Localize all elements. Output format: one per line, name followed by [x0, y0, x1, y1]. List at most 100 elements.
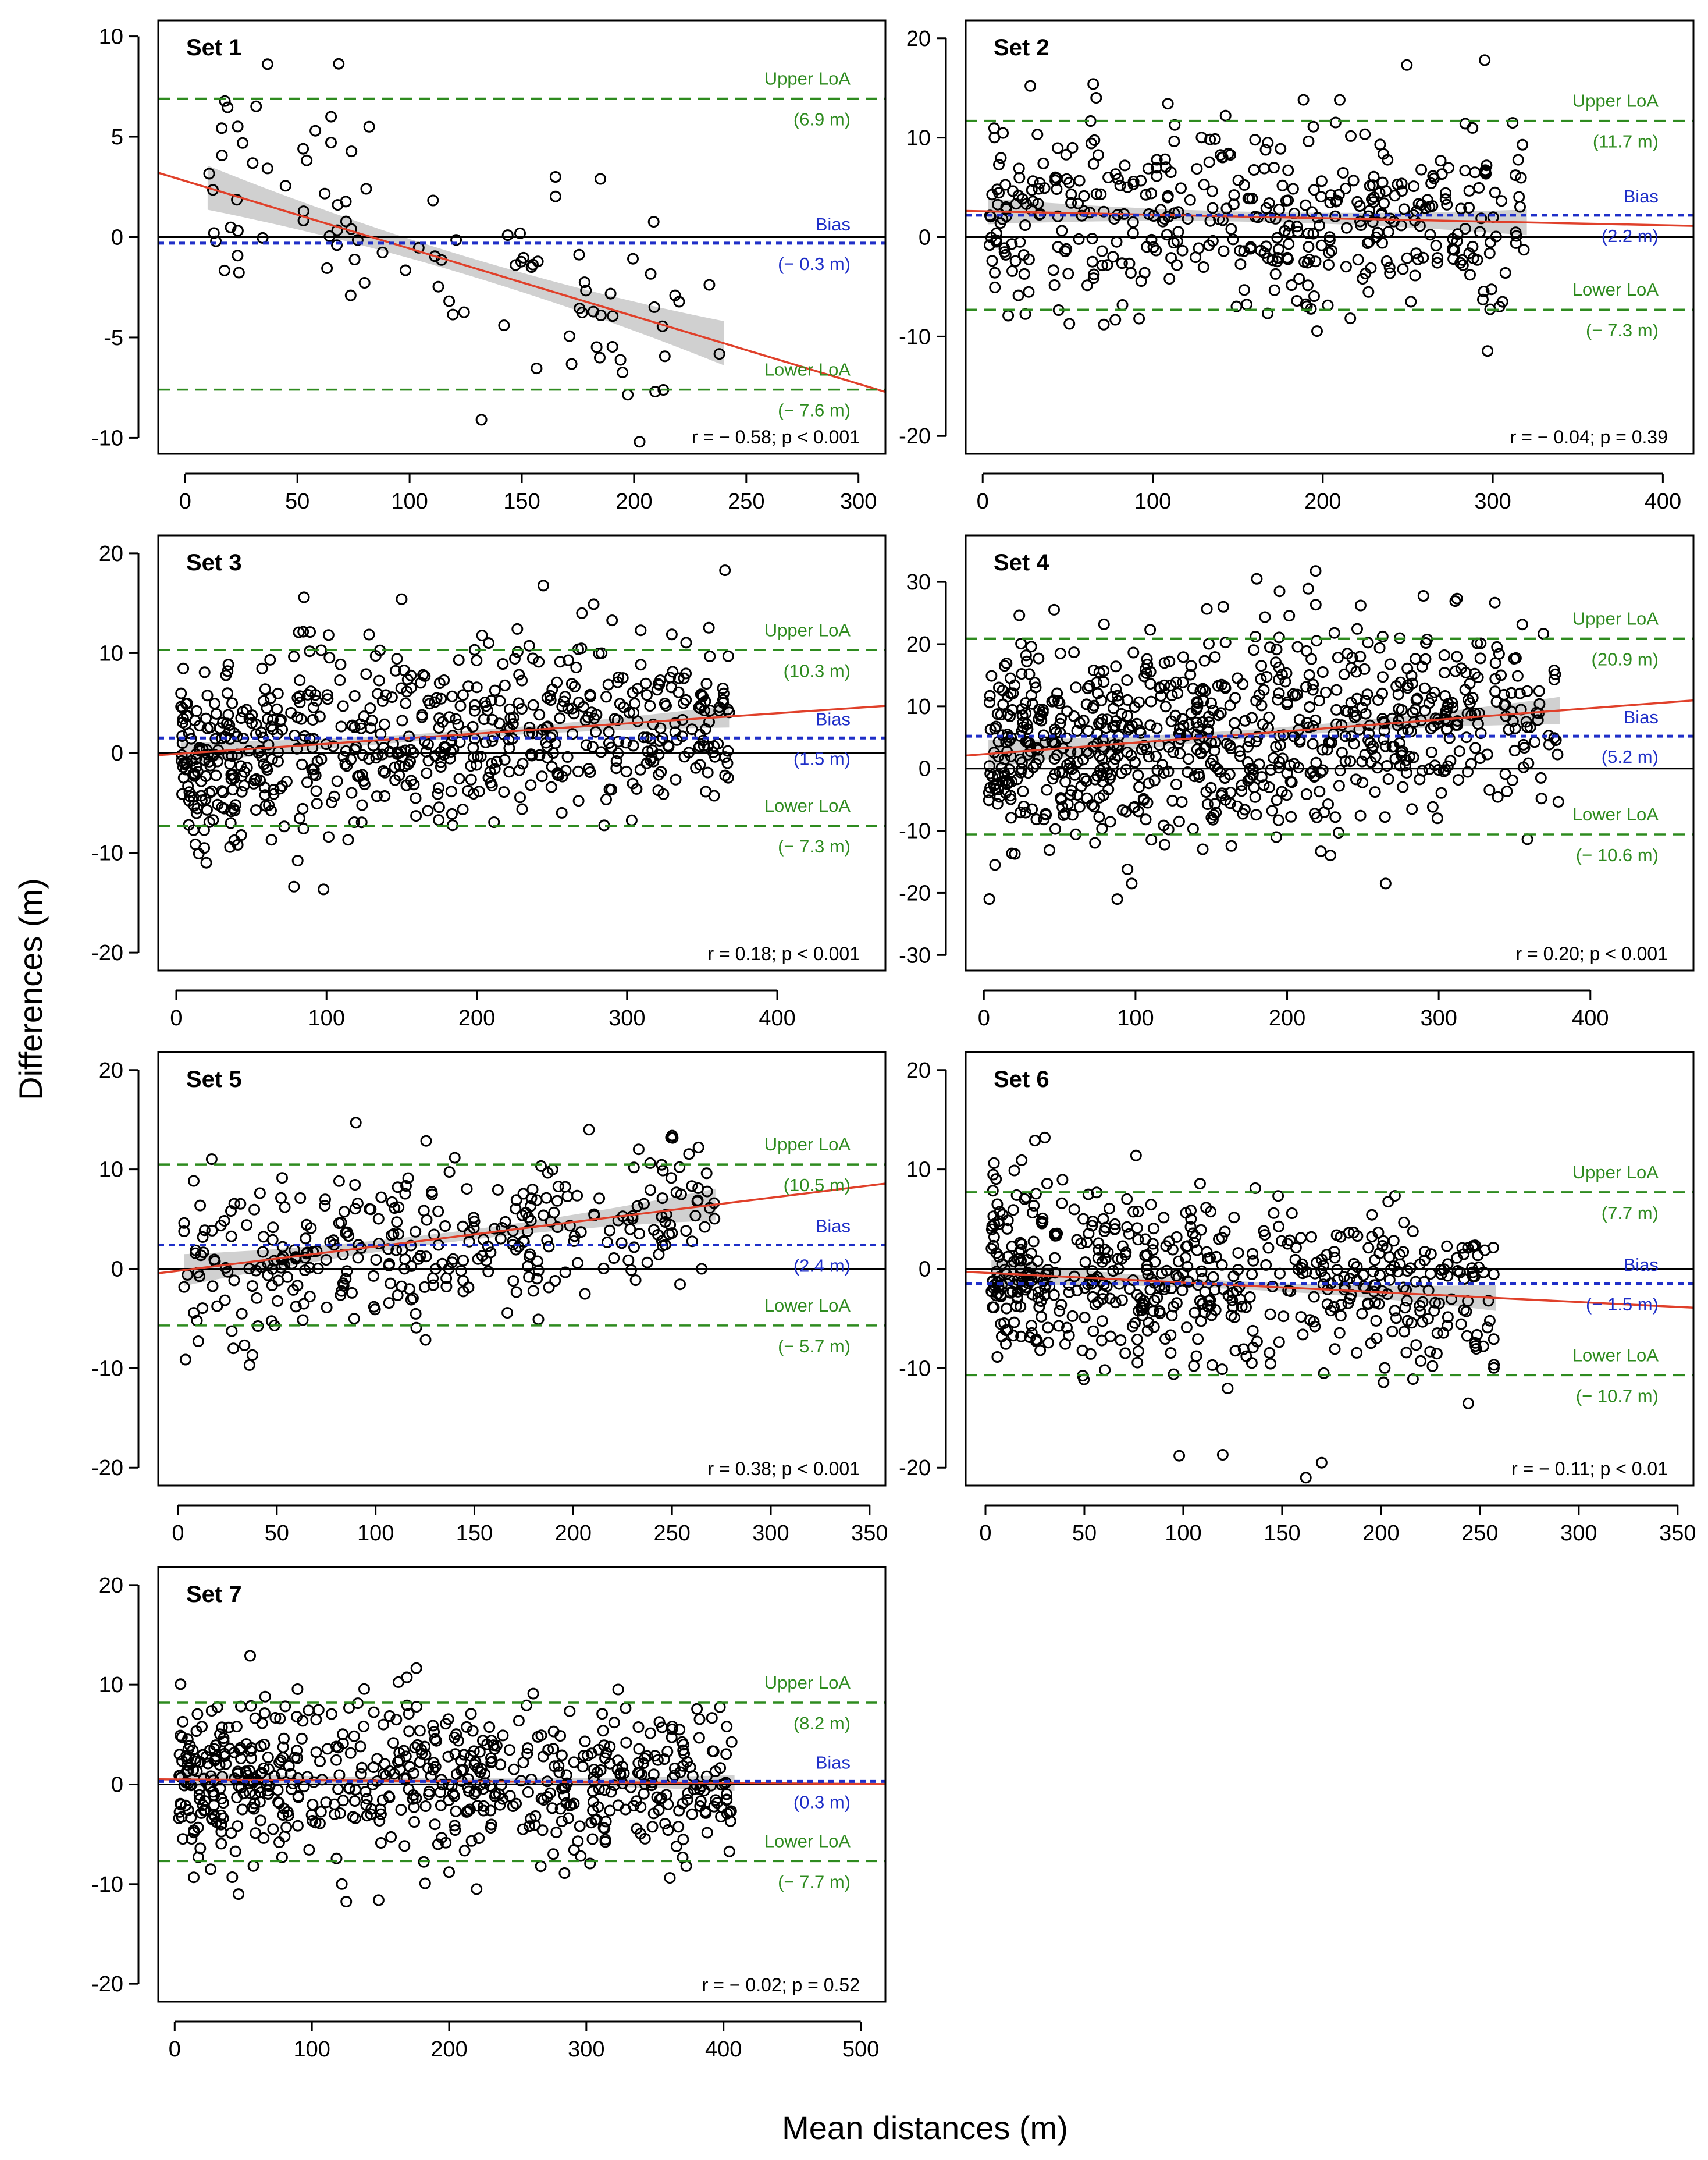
- data-point: [1323, 258, 1335, 271]
- data-point: [1234, 244, 1246, 257]
- data-point: [346, 787, 358, 799]
- data-point: [351, 1198, 364, 1210]
- data-point: [237, 1788, 250, 1800]
- data-point: [197, 1302, 209, 1315]
- data-point: [644, 700, 656, 712]
- data-point: [287, 1284, 300, 1296]
- data-point: [244, 1650, 256, 1662]
- data-point: [1450, 719, 1462, 731]
- data-point: [1400, 754, 1412, 766]
- data-point: [1114, 179, 1126, 191]
- data-point: [597, 1725, 609, 1737]
- data-point: [694, 729, 706, 741]
- data-point: [1021, 655, 1033, 667]
- data-point: [1249, 791, 1261, 803]
- data-point: [1159, 701, 1172, 713]
- data-point: [1351, 196, 1364, 208]
- data-point: [1425, 177, 1437, 189]
- data-point: [1347, 175, 1360, 187]
- data-point: [285, 707, 297, 719]
- data-point: [409, 1742, 421, 1754]
- data-point: [291, 1745, 303, 1757]
- data-point: [1250, 809, 1262, 821]
- bias-label: Bias: [816, 214, 851, 235]
- data-point: [1073, 233, 1085, 245]
- data-point: [572, 765, 585, 777]
- data-point: [1193, 242, 1205, 254]
- data-point: [558, 1789, 570, 1802]
- data-point: [254, 1187, 266, 1199]
- data-point: [1006, 238, 1018, 250]
- data-point: [1063, 318, 1076, 330]
- data-point: [1012, 1285, 1024, 1298]
- data-point: [1362, 1242, 1375, 1254]
- data-point: [1359, 749, 1371, 761]
- data-point: [443, 711, 456, 723]
- data-point: [1201, 603, 1213, 615]
- data-point: [286, 1783, 297, 1795]
- data-point: [1389, 190, 1401, 202]
- data-point: [725, 1736, 738, 1748]
- data-point: [471, 1883, 483, 1895]
- data-point: [235, 829, 247, 841]
- data-point: [1339, 755, 1351, 767]
- data-point: [332, 1783, 344, 1795]
- data-point: [1275, 143, 1287, 155]
- data-point: [1414, 1305, 1426, 1317]
- data-point: [1222, 147, 1234, 159]
- data-point: [1176, 1284, 1189, 1296]
- data-point: [1418, 1254, 1431, 1266]
- data-point: [583, 1124, 595, 1136]
- data-point: [1250, 736, 1262, 748]
- data-point: [399, 744, 411, 756]
- data-point: [501, 229, 514, 241]
- data-point: [620, 737, 632, 749]
- data-point: [504, 712, 517, 724]
- data-point: [1376, 176, 1389, 189]
- data-point: [1451, 592, 1463, 605]
- data-point: [177, 662, 190, 674]
- data-point: [421, 767, 433, 779]
- data-point: [274, 1713, 286, 1725]
- data-point: [1298, 256, 1311, 268]
- data-point: [1456, 1242, 1468, 1254]
- data-point: [348, 254, 361, 265]
- data-point: [1472, 1249, 1484, 1262]
- data-point: [1401, 59, 1413, 71]
- data-point: [1071, 1284, 1083, 1296]
- data-point: [1356, 1308, 1368, 1320]
- data-point: [503, 766, 515, 778]
- data-point: [648, 301, 660, 313]
- data-point: [1510, 652, 1522, 664]
- data-point: [578, 1750, 590, 1762]
- data-point: [1398, 203, 1410, 215]
- data-point: [1482, 1321, 1493, 1334]
- data-point: [261, 58, 273, 70]
- data-point: [1255, 660, 1268, 672]
- data-point: [1483, 1315, 1496, 1327]
- data-point: [1283, 227, 1295, 239]
- data-point: [1489, 596, 1501, 609]
- y-tick-label: -20: [91, 1972, 123, 1996]
- data-point: [678, 697, 689, 709]
- panel-title: Set 6: [994, 1067, 1049, 1092]
- data-point: [1204, 133, 1216, 145]
- data-point: [306, 763, 318, 776]
- data-point: [1129, 756, 1141, 768]
- data-point: [535, 1160, 547, 1172]
- data-point: [280, 1821, 293, 1834]
- data-point: [1219, 637, 1232, 649]
- data-point: [1007, 1330, 1019, 1342]
- data-point: [1090, 677, 1102, 689]
- data-point: [1038, 813, 1050, 826]
- data-point: [599, 1784, 611, 1796]
- data-point: [1310, 599, 1322, 611]
- data-point: [208, 748, 220, 761]
- data-point: [1425, 722, 1437, 734]
- data-point: [1268, 284, 1280, 296]
- data-point: [353, 1239, 365, 1251]
- data-point: [346, 145, 358, 158]
- plot-frame: [157, 1051, 887, 1487]
- data-point: [634, 763, 646, 776]
- data-point: [1065, 197, 1077, 209]
